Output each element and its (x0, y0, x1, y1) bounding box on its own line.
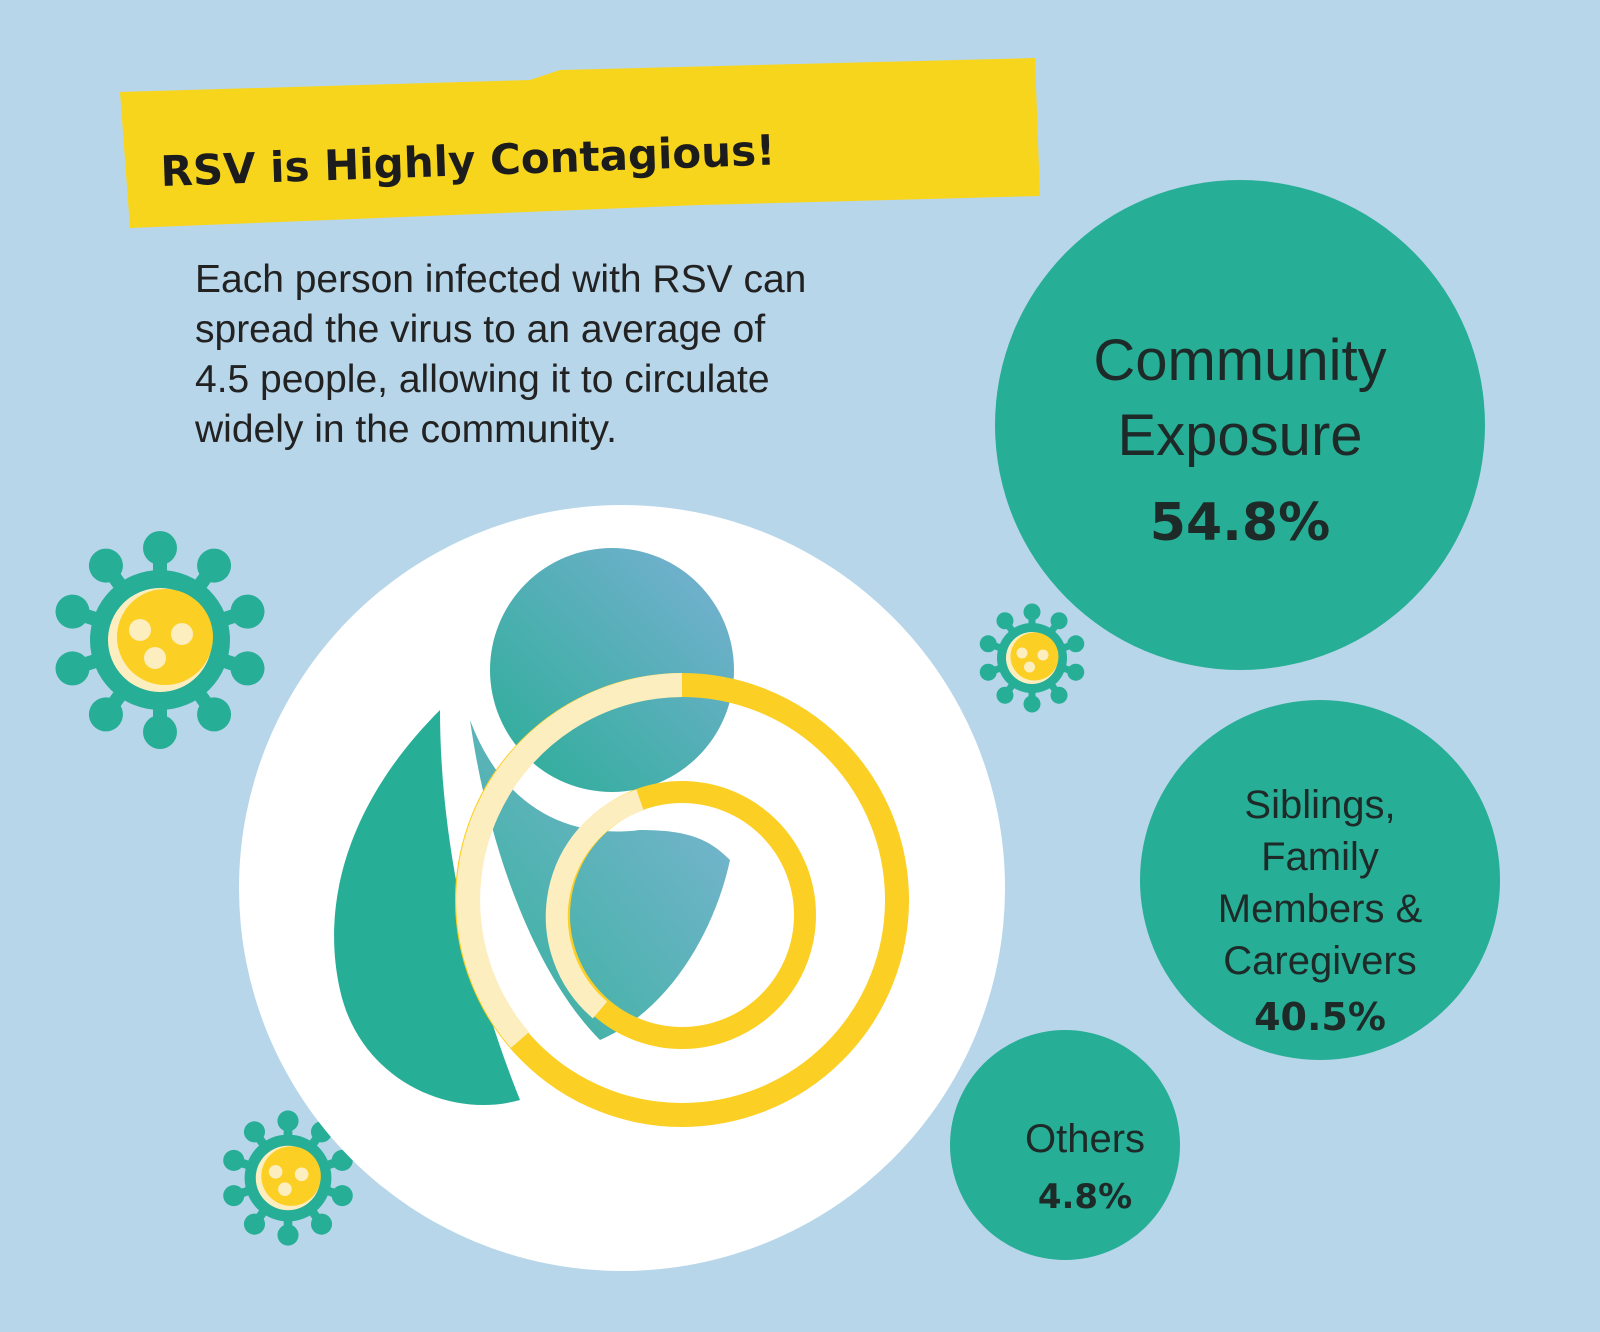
source-label: Siblings, (1244, 783, 1395, 827)
source-label: Exposure (1117, 403, 1362, 468)
source-label: Family (1261, 835, 1379, 879)
virus-icon (51, 531, 269, 749)
source-percent: 4.8% (1038, 1177, 1132, 1217)
source-label: Others (1025, 1117, 1145, 1161)
source-label: Members & (1218, 887, 1423, 931)
source-community-exposure: Community Exposure 54.8% (995, 180, 1485, 670)
person-logo-icon (239, 505, 1005, 1271)
source-percent: 40.5% (1254, 995, 1386, 1039)
description-line: spread the virus to an average of (195, 308, 765, 351)
source-label: Caregivers (1223, 939, 1416, 983)
source-others: Others 4.8% (950, 1030, 1180, 1260)
source-label: Community (1093, 328, 1386, 393)
title-banner: RSV is Highly Contagious! (120, 58, 1040, 228)
description-line: widely in the community. (194, 408, 617, 451)
description: Each person infected with RSV can spread… (194, 258, 806, 451)
description-line: 4.5 people, allowing it to circulate (195, 358, 770, 401)
description-line: Each person infected with RSV can (195, 258, 806, 301)
virus-icon (978, 604, 1087, 713)
source-family: Siblings, Family Members & Caregivers 40… (1140, 700, 1500, 1060)
source-percent: 54.8% (1150, 493, 1330, 553)
